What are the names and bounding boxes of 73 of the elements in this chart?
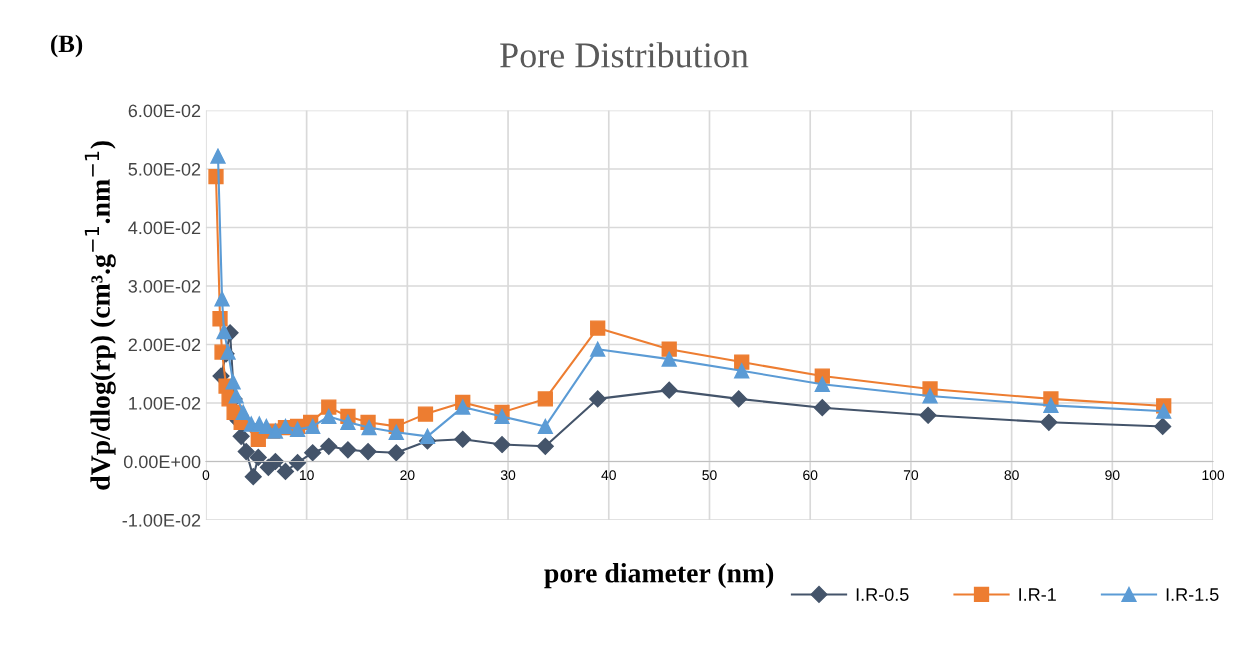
y-tick-label: 0.00E+00: [123, 455, 201, 469]
point: [454, 430, 472, 448]
point: [417, 406, 434, 422]
point: [339, 441, 357, 459]
point: [321, 399, 337, 415]
point: [305, 418, 321, 435]
point: [730, 390, 748, 408]
point: [1040, 413, 1058, 431]
point: [919, 406, 937, 424]
point: [734, 363, 750, 379]
x-tick-label: 10: [299, 470, 314, 481]
point: [814, 376, 830, 392]
y-axis-title: dVp/dlog(rp) (cm³.g$^{−1}$.nm$^{−1}$): [84, 141, 116, 490]
point: [249, 448, 267, 466]
x-tick-label: 30: [500, 470, 516, 481]
point: [661, 351, 677, 367]
point: [225, 374, 241, 390]
point: [228, 388, 244, 404]
point: [235, 404, 251, 420]
x-tick-label: 60: [803, 470, 818, 481]
y-tick-label: 6.00E-02: [128, 104, 201, 118]
y-tick-label: 3.00E-02: [128, 279, 201, 293]
point: [419, 428, 436, 444]
point: [388, 424, 404, 440]
legend-label: I.R-1: [1019, 588, 1056, 601]
point: [660, 381, 678, 399]
point: [455, 399, 471, 415]
x-tick-label: 70: [903, 470, 919, 481]
point: [320, 437, 338, 455]
point: [1043, 397, 1059, 413]
point: [387, 444, 405, 462]
point: [321, 408, 337, 425]
x-tick-label: 50: [702, 470, 717, 481]
point: [210, 148, 226, 164]
point: [214, 291, 230, 307]
point: [536, 437, 554, 455]
point: [537, 418, 553, 435]
point: [237, 443, 255, 461]
point: [537, 391, 553, 407]
point: [813, 399, 831, 417]
point: [494, 408, 510, 425]
y-tick-label: -1.00E-02: [122, 513, 201, 527]
point: [1154, 417, 1172, 435]
x-tick-label: 40: [601, 470, 616, 481]
x-tick-label: 0: [202, 470, 210, 481]
point: [258, 418, 274, 435]
point: [1156, 403, 1172, 419]
point: [289, 454, 307, 472]
legend-label: I.R-1.5: [1166, 588, 1219, 601]
point: [361, 419, 377, 436]
y-tick-label: 5.00E-02: [128, 162, 201, 176]
x-tick-label: 90: [1105, 470, 1120, 481]
point: [589, 390, 607, 408]
legend-label: I.R-0.5: [856, 588, 909, 601]
text: (B): [51, 34, 83, 58]
point: [216, 323, 232, 340]
x-tick-label: 80: [1004, 470, 1019, 481]
point: [590, 341, 606, 357]
x-tick-label: 100: [1202, 470, 1225, 481]
point: [244, 468, 262, 486]
x-axis-title: pore diameter (nm): [544, 563, 774, 589]
y-tick-label: 1.00E-02: [129, 396, 201, 410]
chart-title: Pore Distribution: [500, 42, 749, 68]
y-tick-label: 4.00E-02: [128, 221, 201, 235]
point: [304, 444, 322, 462]
point: [493, 435, 511, 454]
point: [359, 443, 377, 461]
point: [276, 462, 295, 480]
point: [590, 320, 606, 336]
point: [922, 388, 938, 404]
x-tick-label: 20: [400, 470, 415, 481]
point: [340, 414, 356, 430]
y-tick-label: 2.00E-02: [128, 338, 201, 352]
